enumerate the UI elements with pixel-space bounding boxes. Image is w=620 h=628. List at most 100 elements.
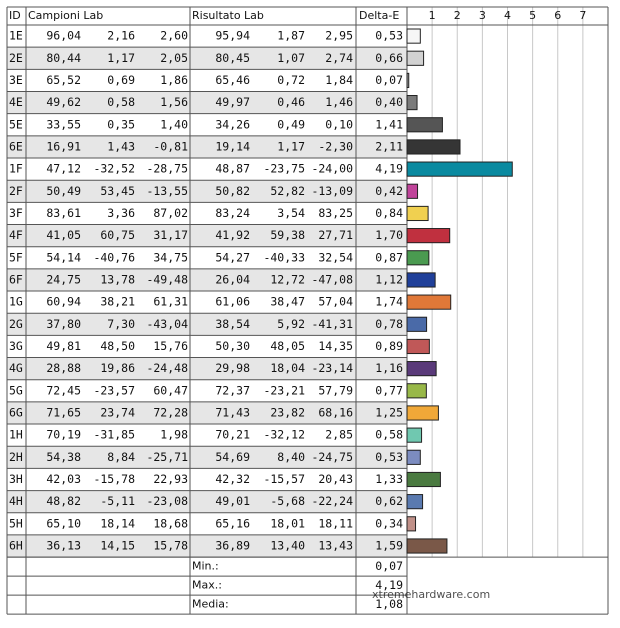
risultato-value: 26,04 <box>215 272 250 286</box>
row-id: 3H <box>9 472 23 486</box>
risultato-value: 1,07 <box>277 51 305 65</box>
campioni-value: 48,82 <box>46 494 81 508</box>
row-id: 1F <box>9 162 23 176</box>
risultato-value: 38,54 <box>215 317 250 331</box>
row-id: 2F <box>9 184 23 198</box>
campioni-value: 54,14 <box>46 250 81 264</box>
campioni-value: 61,31 <box>153 295 188 309</box>
row-bg <box>7 246 407 269</box>
row-id: 5F <box>9 250 23 264</box>
delta-bar <box>406 494 424 510</box>
delta-value: 0,34 <box>375 516 403 530</box>
risultato-value: -15,57 <box>263 472 305 486</box>
risultato-value: 61,06 <box>215 295 250 309</box>
delta-value: 1,33 <box>375 472 403 486</box>
delta-bar <box>406 361 437 377</box>
row-id: 5H <box>9 516 23 530</box>
delta-value: 1,74 <box>375 295 403 309</box>
campioni-value: 2,05 <box>160 51 188 65</box>
campioni-value: -15,78 <box>93 472 135 486</box>
row-bg <box>7 534 407 558</box>
risultato-value: 34,26 <box>215 117 250 131</box>
delta-bar <box>406 50 425 66</box>
risultato-value: 83,25 <box>318 206 353 220</box>
risultato-value: 95,94 <box>215 29 250 43</box>
x-tick-label: 1 <box>429 9 436 22</box>
risultato-value: 13,43 <box>318 538 353 552</box>
campioni-value: 15,76 <box>153 339 188 353</box>
row-bg <box>7 379 407 402</box>
campioni-value: 54,38 <box>46 450 81 464</box>
row-id: 3E <box>9 73 23 87</box>
campioni-value: 1,98 <box>160 428 188 442</box>
header-campioni: Campioni Lab <box>28 9 103 22</box>
campioni-value: -40,76 <box>93 250 135 264</box>
row-id: 6F <box>9 272 23 286</box>
risultato-value: 1,87 <box>277 29 305 43</box>
delta-bar <box>406 449 421 465</box>
risultato-value: 20,43 <box>318 472 353 486</box>
campioni-value: -5,11 <box>100 494 135 508</box>
campioni-value: 71,65 <box>46 405 81 419</box>
campioni-value: 72,45 <box>46 383 81 397</box>
delta-bar <box>406 161 513 177</box>
delta-bar <box>406 272 436 288</box>
row-id: 1E <box>9 29 23 43</box>
risultato-value: 0,49 <box>277 117 305 131</box>
campioni-value: 49,81 <box>46 339 81 353</box>
risultato-value: 54,27 <box>215 250 250 264</box>
campioni-value: 23,74 <box>100 405 135 419</box>
risultato-value: 1,84 <box>325 73 353 87</box>
campioni-value: 36,13 <box>46 538 81 552</box>
delta-value: 0,53 <box>375 450 403 464</box>
campioni-value: -25,71 <box>146 450 188 464</box>
risultato-value: 42,32 <box>215 472 250 486</box>
campioni-value: 22,93 <box>153 472 188 486</box>
campioni-value: 96,04 <box>46 29 81 43</box>
campioni-value: 14,15 <box>100 538 135 552</box>
risultato-value: 49,97 <box>215 95 250 109</box>
row-bg <box>7 490 407 513</box>
campioni-value: -31,85 <box>93 428 135 442</box>
row-id: 6G <box>9 405 23 419</box>
x-tick-label: 2 <box>454 9 461 22</box>
row-bg <box>7 512 407 535</box>
row-bg <box>7 468 407 491</box>
row-bg <box>7 158 407 181</box>
delta-value: 0,87 <box>375 250 403 264</box>
campioni-value: 28,88 <box>46 361 81 375</box>
delta-bar <box>406 405 439 421</box>
delta-bar <box>406 205 429 222</box>
risultato-value: 48,87 <box>215 162 250 176</box>
delta-value: 4,19 <box>375 162 403 176</box>
delta-bar <box>406 228 451 244</box>
campioni-value: -32,52 <box>93 162 135 176</box>
risultato-value: -24,75 <box>311 450 353 464</box>
campioni-value: 48,50 <box>100 339 135 353</box>
risultato-value: 2,95 <box>325 29 353 43</box>
row-id: 4E <box>9 95 23 109</box>
delta-bar <box>406 95 418 111</box>
row-id: 5E <box>9 117 23 131</box>
campioni-value: 0,69 <box>107 73 135 87</box>
delta-value: 2,11 <box>375 139 403 153</box>
campioni-value: 1,86 <box>160 73 188 87</box>
risultato-value: 19,14 <box>215 139 250 153</box>
risultato-value: 65,16 <box>215 516 250 530</box>
delta-value: 1,59 <box>375 538 403 552</box>
header-id: ID <box>9 9 21 22</box>
campioni-value: 1,17 <box>107 51 135 65</box>
campioni-value: 60,47 <box>153 383 188 397</box>
row-id: 6E <box>9 139 23 153</box>
row-bg <box>7 224 407 247</box>
row-id: 6H <box>9 538 23 552</box>
campioni-value: 2,16 <box>107 29 135 43</box>
risultato-value: -23,75 <box>263 162 305 176</box>
campioni-value: 65,10 <box>46 516 81 530</box>
delta-bar <box>406 427 423 443</box>
row-id: 2E <box>9 51 23 65</box>
row-id: 5G <box>9 383 23 397</box>
campioni-value: 7,30 <box>107 317 135 331</box>
risultato-value: -5,68 <box>270 494 305 508</box>
campioni-value: 1,56 <box>160 95 188 109</box>
